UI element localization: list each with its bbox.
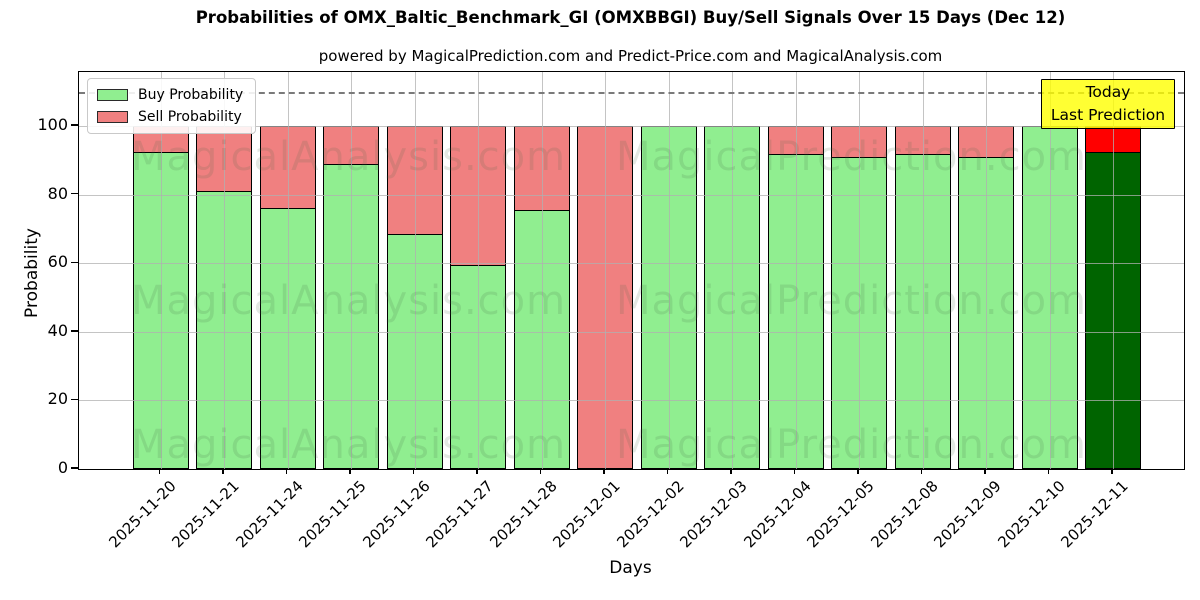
vertical-gridline [795, 72, 797, 469]
vertical-gridline [414, 72, 416, 469]
vertical-gridline [1049, 72, 1051, 469]
x-tick-label: 2025-12-10 [993, 477, 1069, 552]
x-tick-label: 2025-11-26 [358, 477, 434, 552]
x-tick-mark [412, 468, 415, 474]
today-annotation-line1: Today [1085, 83, 1131, 101]
vertical-gridline [478, 72, 479, 469]
x-tick-label: 2025-11-27 [422, 477, 497, 552]
x-tick-label: 2025-11-28 [485, 477, 561, 552]
x-tick-mark [1111, 468, 1113, 474]
horizontal-gridline [79, 400, 1184, 402]
x-axis-label: Days [609, 558, 652, 578]
x-tick-mark [984, 468, 986, 474]
plot-area: Buy Probability Sell Probability Today L… [78, 71, 1185, 470]
legend-swatch-buy [97, 89, 128, 101]
chart-subtitle: powered by MagicalPrediction.com and Pre… [318, 47, 943, 65]
vertical-gridline [859, 72, 860, 469]
y-tick-mark [71, 124, 78, 126]
dashed-threshold-line [79, 91, 1184, 94]
legend-label-buy: Buy Probability [138, 87, 244, 103]
y-tick-label: 100 [37, 115, 68, 135]
legend-label-sell: Sell Probability [138, 109, 242, 125]
x-tick-mark [539, 468, 542, 474]
x-tick-mark [857, 468, 859, 474]
legend-item-sell: Sell Probability [97, 109, 243, 125]
x-tick-label: 2025-11-20 [104, 477, 180, 552]
y-tick-mark [71, 330, 78, 332]
y-tick-mark [71, 467, 78, 469]
vertical-gridline [668, 72, 670, 469]
x-tick-mark [158, 468, 161, 474]
x-tick-mark [222, 468, 224, 474]
x-tick-label: 2025-12-03 [676, 477, 751, 552]
y-tick-label: 40 [47, 320, 68, 340]
x-tick-mark [285, 468, 288, 474]
vertical-gridline [224, 72, 225, 469]
x-tick-label: 2025-12-04 [739, 477, 815, 552]
vertical-gridline [541, 72, 543, 469]
legend: Buy Probability Sell Probability [87, 78, 257, 134]
y-tick-mark [71, 192, 78, 195]
legend-swatch-sell [97, 111, 128, 123]
x-tick-label: 2025-11-24 [231, 477, 307, 552]
x-tick-label: 2025-12-05 [803, 477, 878, 552]
x-tick-label: 2025-11-21 [168, 477, 243, 552]
x-tick-mark [920, 468, 923, 474]
x-tick-label: 2025-12-09 [930, 477, 1005, 552]
vertical-gridline [351, 72, 352, 469]
today-annotation: Today Last Prediction [1041, 79, 1175, 129]
x-tick-label: 2025-12-02 [612, 477, 688, 552]
x-tick-label: 2025-12-11 [1057, 477, 1132, 552]
x-tick-mark [793, 468, 796, 474]
x-tick-mark [666, 468, 669, 474]
vertical-gridline [986, 72, 987, 469]
x-tick-label: 2025-11-25 [295, 477, 370, 552]
x-tick-label: 2025-12-08 [866, 477, 942, 552]
x-tick-mark [349, 468, 351, 474]
today-annotation-line2: Last Prediction [1050, 106, 1166, 124]
vertical-gridline [1113, 72, 1114, 469]
y-tick-label: 0 [57, 458, 68, 477]
y-tick-mark [71, 261, 78, 264]
vertical-gridline [287, 72, 289, 469]
y-tick-label: 20 [47, 389, 68, 409]
vertical-gridline [732, 72, 733, 469]
y-tick-label: 80 [47, 183, 68, 203]
x-tick-mark [603, 468, 605, 474]
x-tick-mark [730, 468, 732, 474]
horizontal-gridline [79, 263, 1184, 265]
y-tick-mark [71, 398, 78, 401]
horizontal-gridline [79, 126, 1184, 128]
horizontal-gridline [79, 331, 1184, 333]
x-tick-label: 2025-12-01 [549, 477, 624, 552]
vertical-gridline [922, 72, 924, 469]
y-tick-label: 60 [47, 252, 68, 272]
legend-item-buy: Buy Probability [97, 87, 243, 103]
x-tick-mark [476, 468, 478, 474]
horizontal-gridline [79, 194, 1184, 196]
vertical-gridline [605, 72, 606, 469]
chart-title: Probabilities of OMX_Baltic_Benchmark_GI… [195, 8, 1066, 27]
vertical-gridline [160, 72, 162, 469]
x-tick-mark [1047, 468, 1050, 474]
